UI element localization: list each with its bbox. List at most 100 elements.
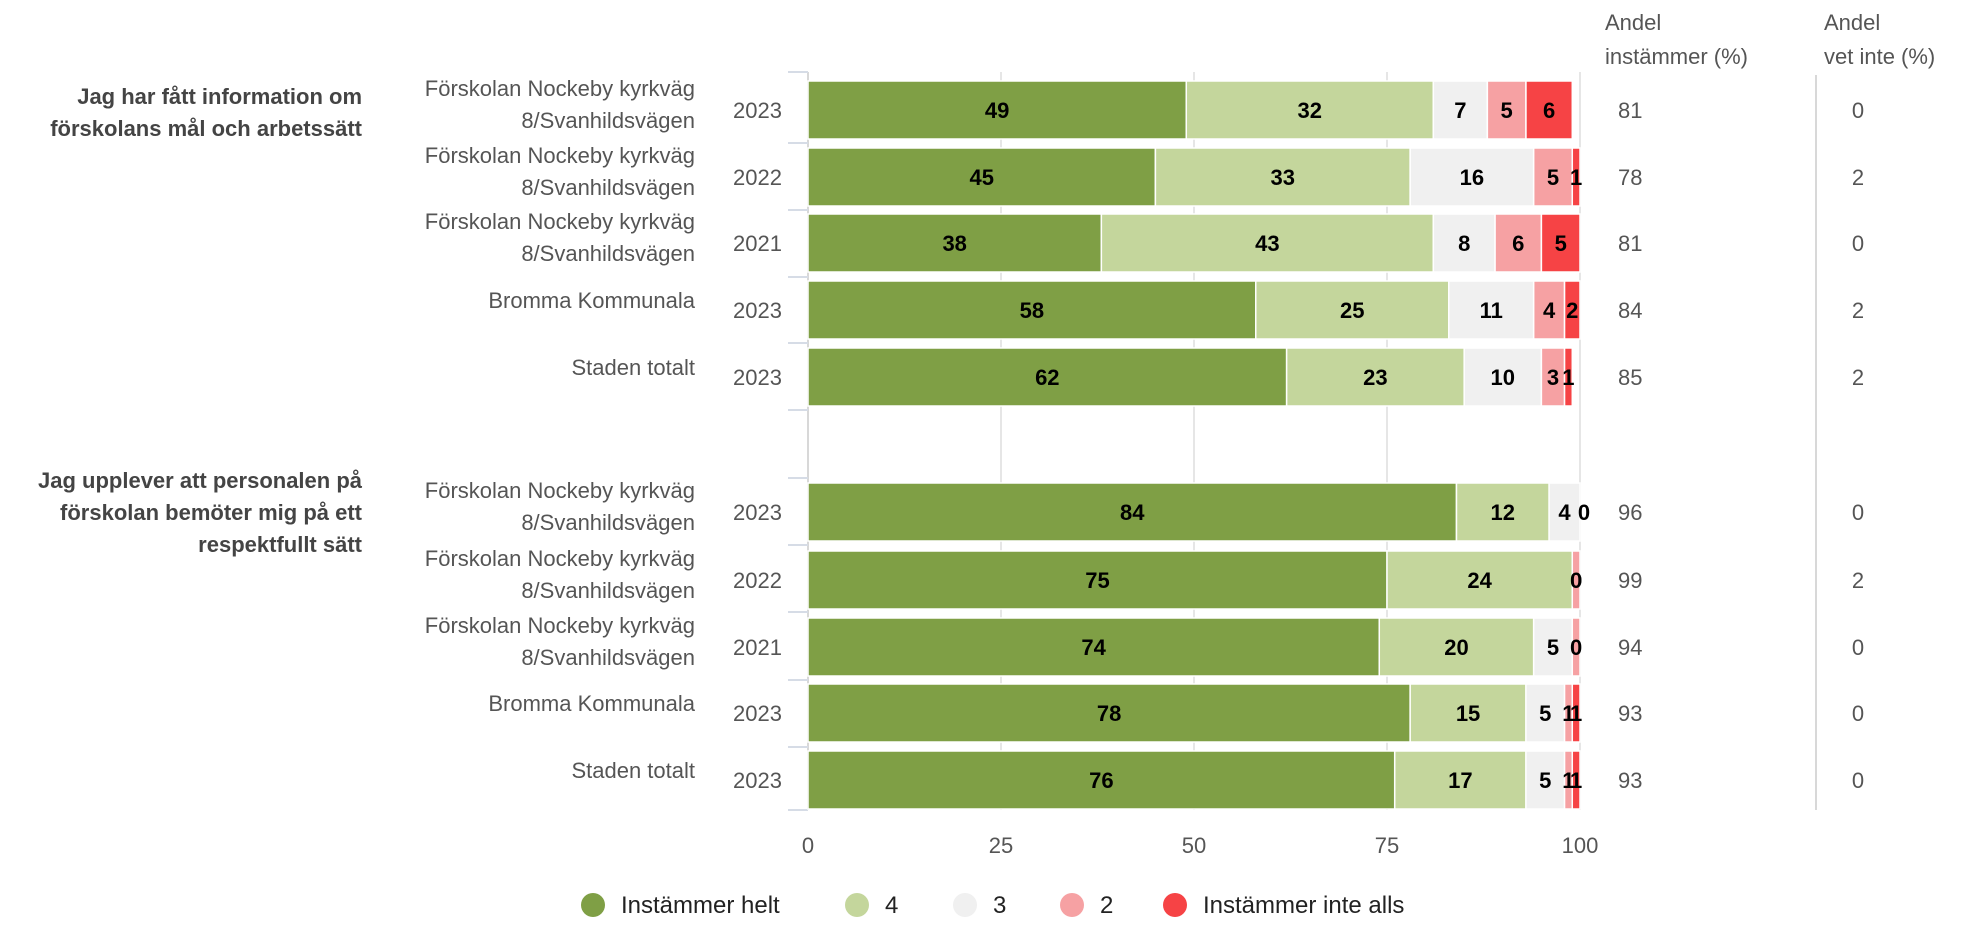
share-agree-value: 96: [1618, 500, 1642, 525]
unit-label: Förskolan Nockeby kyrkväg: [425, 76, 695, 101]
legend-swatch: [953, 893, 977, 917]
data-label: 7: [1454, 98, 1466, 123]
data-label: 43: [1255, 231, 1279, 256]
share-agree-value: 78: [1618, 165, 1642, 190]
unit-label: 8/Svanhildsvägen: [521, 108, 695, 133]
bar-segment: [1455, 482, 1550, 542]
bar-segment: [1100, 213, 1435, 273]
data-label: 1: [1570, 165, 1582, 190]
bar-segment: [807, 147, 1157, 207]
bar-segment: [1571, 147, 1581, 207]
data-label: 2: [1566, 298, 1578, 323]
question-label: respektfullt sätt: [198, 532, 362, 557]
data-label: 1: [1562, 768, 1574, 793]
share-agree-value: 81: [1618, 98, 1642, 123]
share-dont-know-value: 0: [1852, 500, 1864, 525]
bar-segment: [807, 280, 1257, 340]
unit-label: Bromma Kommunala: [488, 691, 695, 716]
data-label: 5: [1501, 98, 1513, 123]
bar-segment: [1185, 80, 1435, 140]
unit-label: Bromma Kommunala: [488, 288, 695, 313]
bar-segment: [807, 617, 1381, 677]
data-label: 11: [1480, 298, 1503, 323]
bar-segment: [1525, 80, 1574, 140]
unit-label: Förskolan Nockeby kyrkväg: [425, 209, 695, 234]
bar-segment: [1532, 617, 1574, 677]
unit-label: 8/Svanhildsvägen: [521, 645, 695, 670]
share-agree-value: 85: [1618, 365, 1642, 390]
x-tick-label: 75: [1375, 833, 1399, 858]
legend-label: Instämmer helt: [621, 892, 780, 919]
legend-label: 2: [1100, 892, 1113, 919]
data-label: 32: [1298, 98, 1322, 123]
bar-segment: [807, 347, 1288, 407]
data-label: 38: [942, 231, 966, 256]
data-label: 15: [1456, 701, 1480, 726]
data-label: 1: [1562, 701, 1574, 726]
x-tick-label: 100: [1562, 833, 1599, 858]
data-label: 24: [1467, 568, 1492, 593]
data-label: 78: [1097, 701, 1121, 726]
year-label: 2023: [733, 768, 782, 793]
data-label: 20: [1444, 635, 1468, 660]
unit-label: Förskolan Nockeby kyrkväg: [425, 478, 695, 503]
bar-segment: [1432, 213, 1496, 273]
x-tick-label: 50: [1182, 833, 1206, 858]
data-label: 76: [1089, 768, 1113, 793]
year-label: 2022: [733, 165, 782, 190]
data-label: 8: [1458, 231, 1470, 256]
year-label: 2021: [733, 635, 782, 660]
data-label: 1: [1562, 365, 1574, 390]
year-label: 2021: [733, 231, 782, 256]
year-label: 2023: [733, 298, 782, 323]
year-label: 2023: [733, 701, 782, 726]
unit-label: Staden totalt: [571, 758, 695, 783]
share-dont-know-value: 0: [1852, 701, 1864, 726]
question-label: Jag har fått information om: [77, 84, 362, 109]
year-label: 2023: [733, 365, 782, 390]
data-label: 4: [1543, 298, 1556, 323]
bar-segment: [1563, 280, 1581, 340]
share-agree-value: 93: [1618, 768, 1642, 793]
data-label: 5: [1547, 635, 1559, 660]
unit-label: Förskolan Nockeby kyrkväg: [425, 613, 695, 638]
legend-swatch: [845, 893, 869, 917]
data-label: 0: [1570, 635, 1582, 660]
bar-segment: [1378, 617, 1535, 677]
data-label: 23: [1363, 365, 1387, 390]
unit-label: 8/Svanhildsvägen: [521, 175, 695, 200]
bar-segment: [1571, 750, 1581, 810]
data-label: 33: [1271, 165, 1295, 190]
bar-segment: [1571, 617, 1581, 677]
column-header-share-agree: instämmer (%): [1605, 44, 1748, 69]
data-label: 5: [1547, 165, 1559, 190]
year-label: 2023: [733, 500, 782, 525]
data-label: 17: [1448, 768, 1472, 793]
share-dont-know-value: 2: [1852, 365, 1864, 390]
data-label: 62: [1035, 365, 1059, 390]
bar-segment: [807, 750, 1396, 810]
column-header-share-agree: Andel: [1605, 10, 1661, 35]
bar-segment: [1571, 550, 1581, 610]
bar-segment: [1532, 280, 1566, 340]
data-label: 10: [1491, 365, 1515, 390]
data-label: 6: [1512, 231, 1524, 256]
legend-swatch: [1060, 893, 1084, 917]
bar-segment: [807, 213, 1103, 273]
data-label: 3: [1547, 365, 1559, 390]
unit-label: Staden totalt: [571, 355, 695, 380]
unit-label: Förskolan Nockeby kyrkväg: [425, 143, 695, 168]
legend-label: 3: [993, 892, 1006, 919]
legend-swatch: [581, 893, 605, 917]
bar-segment: [1563, 347, 1574, 407]
bar-segment: [1285, 347, 1465, 407]
legend-label: Instämmer inte alls: [1203, 892, 1404, 919]
data-label: 5: [1539, 701, 1551, 726]
data-label: 5: [1539, 768, 1551, 793]
data-label: 12: [1491, 500, 1515, 525]
unit-label: Förskolan Nockeby kyrkväg: [425, 546, 695, 571]
question-label: förskolans mål och arbetssätt: [50, 116, 362, 141]
question-label: Jag upplever att personalen på: [38, 468, 363, 493]
bar-segment: [1448, 280, 1535, 340]
